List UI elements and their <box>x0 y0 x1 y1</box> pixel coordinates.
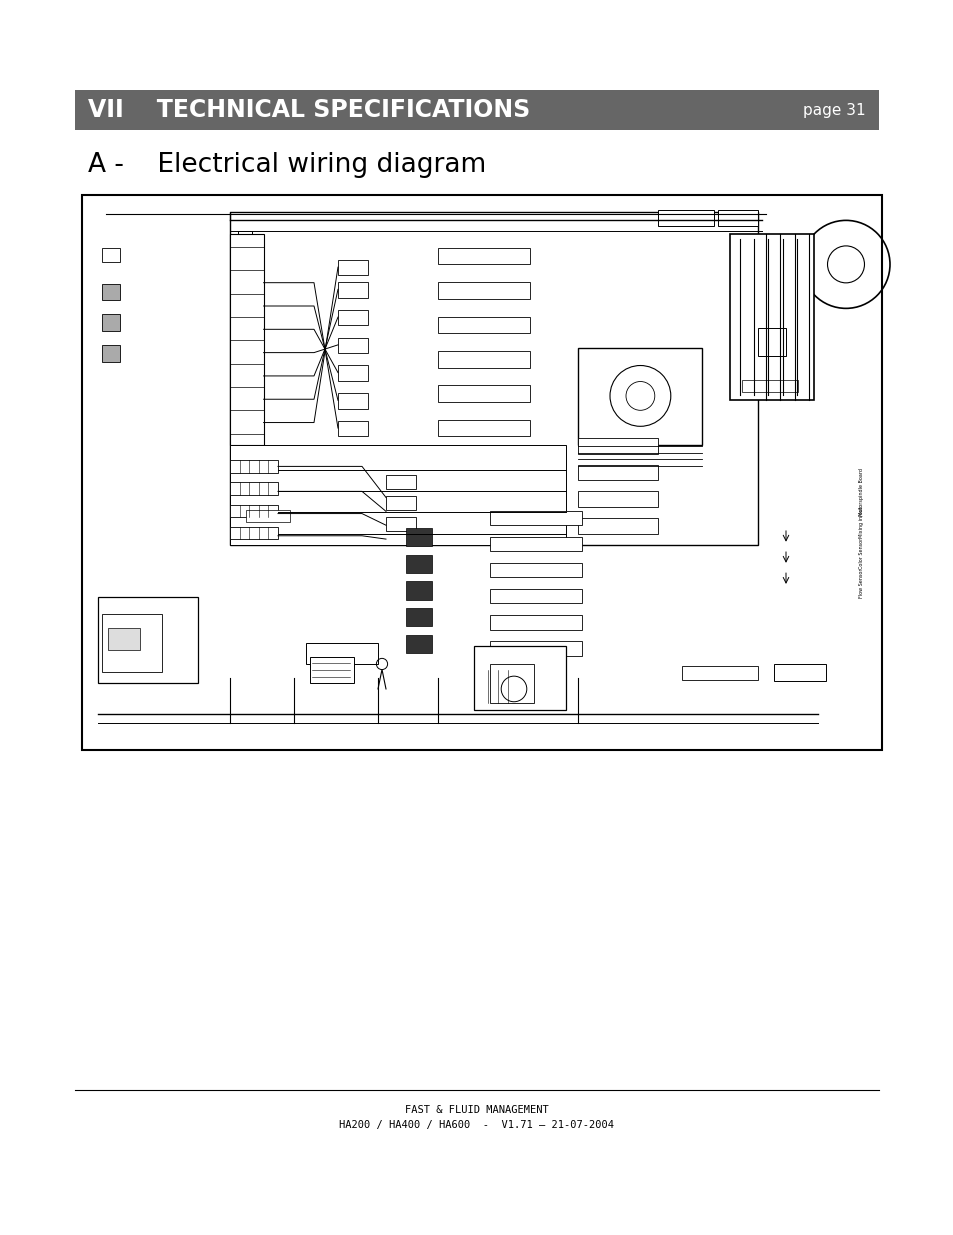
Text: A -    Electrical wiring diagram: A - Electrical wiring diagram <box>88 152 486 178</box>
Bar <box>406 608 431 626</box>
Text: VII    TECHNICAL SPECIFICATIONS: VII TECHNICAL SPECIFICATIONS <box>88 98 530 122</box>
Bar <box>75 90 878 130</box>
Bar <box>437 282 530 299</box>
Bar <box>578 517 658 534</box>
Bar <box>758 329 785 356</box>
Bar <box>718 210 758 226</box>
Bar <box>82 195 882 750</box>
Bar <box>719 668 728 678</box>
Bar <box>237 231 253 245</box>
Bar <box>230 211 758 545</box>
Bar <box>741 668 750 678</box>
Bar <box>98 598 198 683</box>
Bar <box>729 233 813 400</box>
Bar <box>246 510 290 522</box>
Bar <box>437 248 530 264</box>
Bar <box>386 496 416 510</box>
Bar <box>741 380 797 391</box>
Bar <box>310 657 354 683</box>
Bar <box>230 527 277 540</box>
Bar <box>337 337 368 353</box>
Bar <box>490 511 581 525</box>
Bar <box>406 582 431 600</box>
Bar <box>337 421 368 436</box>
Text: Color Sensor: Color Sensor <box>859 537 863 568</box>
Bar <box>337 310 368 326</box>
Bar <box>108 627 139 650</box>
Bar <box>490 641 581 656</box>
Bar <box>102 345 119 362</box>
Bar <box>230 445 565 545</box>
Text: page 31: page 31 <box>802 103 865 117</box>
Bar <box>490 537 581 551</box>
Bar <box>102 248 119 262</box>
Bar <box>386 517 416 531</box>
Bar <box>230 483 277 495</box>
Bar <box>337 393 368 409</box>
Bar <box>474 646 565 710</box>
Text: Mixing in/out: Mixing in/out <box>859 506 863 538</box>
Text: Motorspindle Board: Motorspindle Board <box>859 468 863 516</box>
Bar <box>490 589 581 604</box>
Bar <box>437 316 530 333</box>
Bar <box>578 464 658 480</box>
Bar <box>685 668 694 678</box>
Bar <box>578 347 701 445</box>
Bar <box>437 454 530 471</box>
Bar <box>437 351 530 368</box>
Text: Flow Sensor: Flow Sensor <box>859 569 863 598</box>
Bar <box>406 555 431 573</box>
Bar <box>337 366 368 380</box>
Bar <box>102 315 119 331</box>
Bar <box>681 666 758 680</box>
Bar <box>102 284 119 300</box>
Bar <box>437 385 530 403</box>
Bar <box>658 210 713 226</box>
Bar <box>102 614 162 672</box>
Bar <box>578 492 658 506</box>
Bar <box>490 615 581 630</box>
Bar <box>578 438 658 453</box>
Bar <box>708 668 717 678</box>
Bar <box>697 668 705 678</box>
Bar <box>306 643 377 664</box>
Bar <box>337 282 368 298</box>
Bar <box>230 505 277 517</box>
Bar <box>406 529 431 546</box>
Bar <box>386 475 416 489</box>
Bar <box>490 563 581 578</box>
Bar <box>337 259 368 275</box>
Text: FAST & FLUID MANAGEMENT: FAST & FLUID MANAGEMENT <box>405 1105 548 1115</box>
Bar <box>230 461 277 473</box>
Bar <box>773 664 825 680</box>
Bar <box>437 420 530 436</box>
Bar <box>230 233 263 445</box>
Bar <box>730 668 739 678</box>
Bar <box>490 664 534 703</box>
Text: HA200 / HA400 / HA600  -  V1.71 – 21-07-2004: HA200 / HA400 / HA600 - V1.71 – 21-07-20… <box>339 1120 614 1130</box>
Bar <box>406 635 431 653</box>
